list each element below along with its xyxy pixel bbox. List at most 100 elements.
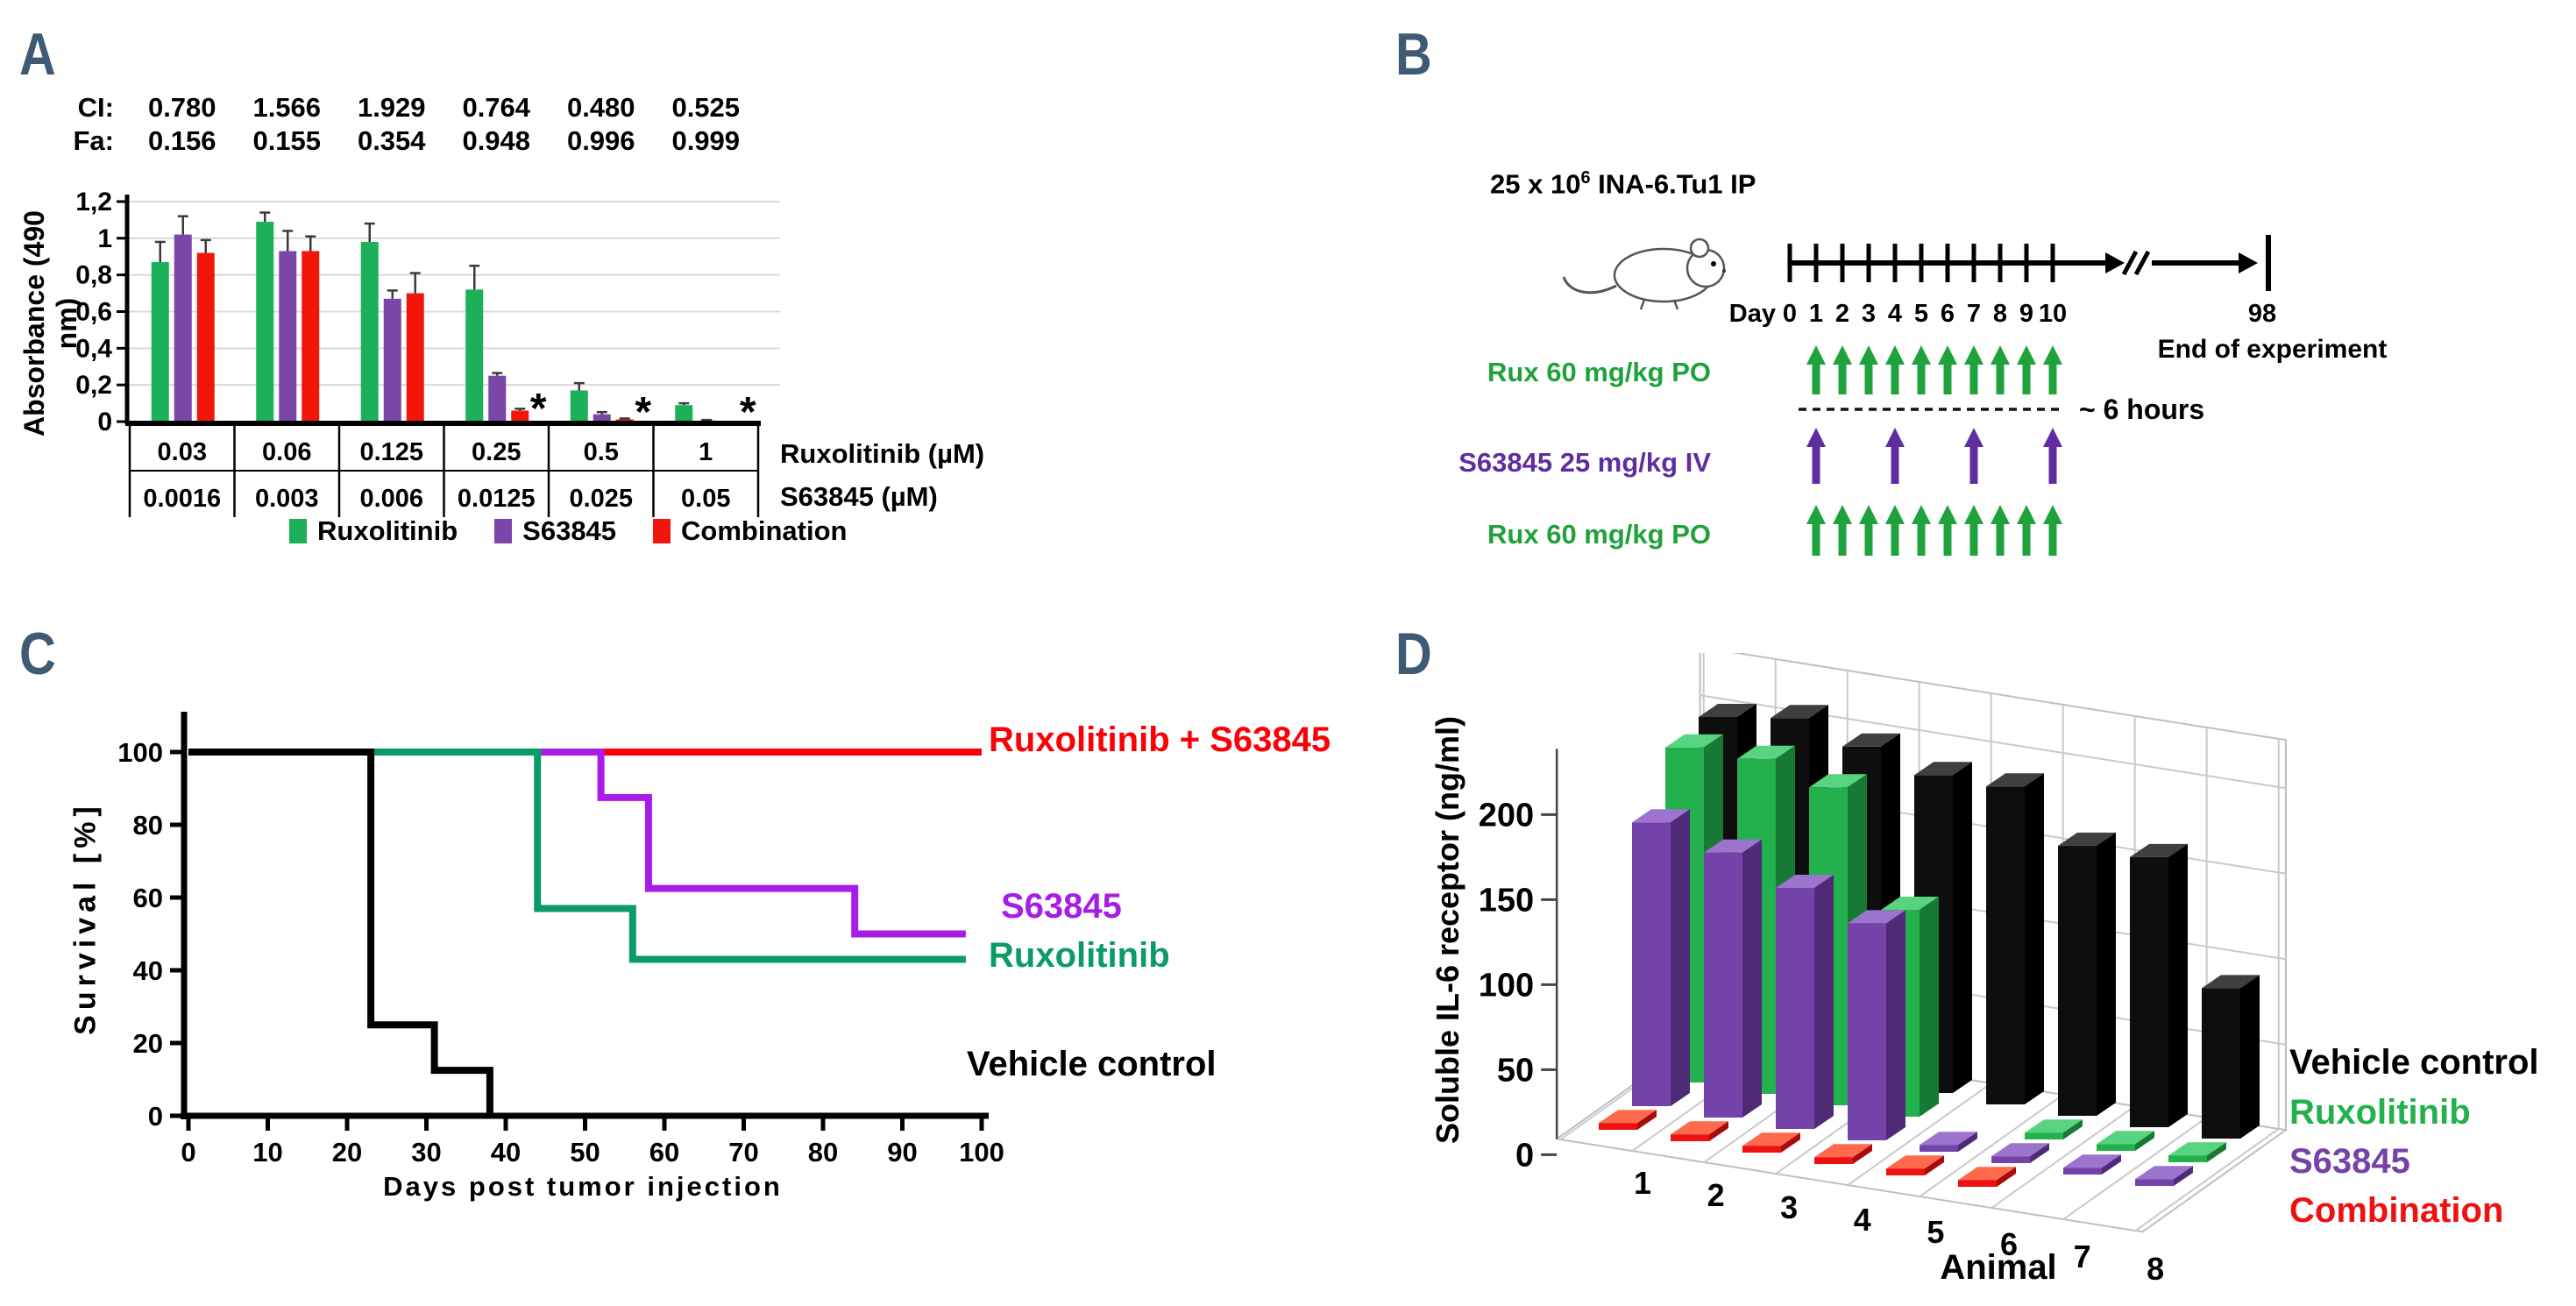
bar3d-ruxolitinib-side [2135,1131,2154,1151]
bar3d-s63845 [1848,923,1886,1140]
ruxolitinib-concentration: 1 [699,438,713,466]
panel-d-3d-chart-svg: 0 50 100 150 200 1 2 3 4 5 6 7 8 [1479,653,2289,1287]
rux-dose-arrow-icon [1991,345,2010,394]
rux-dose-arrow-icon [2017,345,2036,394]
day-number: 10 [2039,300,2067,328]
bar3d-combination [1886,1168,1925,1175]
rux-dose-arrow-icon [1806,505,1826,556]
animal-number-label: 1 [1634,1165,1651,1201]
animal-number-label: 7 [2074,1239,2091,1274]
mouse-tail [1562,276,1617,295]
ci-value: 0.525 [671,92,740,123]
ruxolitinib-concentration: 0.03 [158,438,207,466]
cells-count: 25 x 10 [1490,168,1581,200]
fa-value: 0.354 [358,125,426,156]
y-tick-label: 20 [133,1028,163,1059]
ruxolitinib-concentration: 0.5 [584,438,619,466]
s63845-concentration: 0.006 [359,485,423,513]
rux-dose-arrow-icon [1938,345,1957,394]
significance-star: * [530,386,547,432]
bar-combination [511,410,529,422]
x-tick-label: 100 [959,1137,1004,1168]
rux-dose-arrow-icon [1859,505,1878,556]
legend-item-combination: Combination [653,515,847,547]
y-tick-label: 60 [133,883,163,913]
floor-gridline [1847,1082,1992,1186]
day-number: 0 [1783,300,1797,328]
survival-curve-vehicle-control [188,749,493,1116]
curve-label-combination: Ruxolitinib + S63845 [989,720,1331,759]
bar3d-vehicle-control-side [1953,762,1972,1093]
bar3d-vehicle-control-side [2097,832,2116,1116]
day-axis-label: Day [1729,300,1776,328]
panel-a-row2-unit-label: S63845 (µM) [780,481,938,512]
bar3d-ruxolitinib-side [1920,897,1939,1117]
rux-dose-arrow-icon [1964,345,1983,394]
bar3d-vehicle-control [2130,856,2168,1127]
s63845-concentration: 0.003 [255,485,319,513]
panel-a-letter: A [19,21,56,88]
panel-b-six-hours-note: ~ 6 hours [2079,394,2205,425]
bar-ruxolitinib [360,241,379,422]
animal-number-label: 8 [2147,1251,2164,1287]
significance-star: * [740,389,756,436]
bar3d-combination-side [1925,1155,1944,1175]
ruxolitinib-concentration: 0.125 [359,438,423,466]
animal-number-label: 6 [2000,1226,2018,1262]
y-tick-label: 1 [97,224,112,253]
bar3d-s63845 [2063,1168,2102,1175]
rux-dose-arrow-icon [1859,345,1878,394]
s63845-concentration: 0.05 [681,485,730,513]
rux-dose-arrow-icon [1964,505,1983,556]
fa-value: 0.996 [567,125,635,156]
x-tick-label: 0 [181,1137,195,1168]
ci-value: 0.764 [462,92,530,123]
ci-value: 1.929 [358,92,426,123]
s63845-dose-arrow-icon [1806,428,1826,484]
bar3d-ruxolitinib-top [1881,897,1939,911]
bar3d-ruxolitinib-side [2207,1142,2226,1162]
bar3d-s63845 [1991,1156,2030,1163]
mouse-nose [1722,269,1726,273]
bar3d-s63845-side [1958,1132,1977,1152]
y-tick-label: 0,2 [75,371,112,400]
x-tick-label: 30 [411,1137,441,1168]
combination-color-swatch-icon [653,519,671,543]
value-tick-label: 200 [1479,797,1534,834]
bar3d-s63845 [1632,822,1671,1106]
panel-c-x-axis-label: Days post tumor injection [383,1171,783,1202]
y-tick-label: 0 [148,1101,163,1132]
bar3d-vehicle-control [1986,786,2025,1104]
bar3d-s63845-side [1742,839,1762,1118]
fa-value: 0.948 [462,125,530,156]
y-tick-label: 0,6 [75,297,112,326]
end-day-number: 98 [2248,300,2276,328]
fa-value: 0.155 [252,125,321,156]
rux-dose-arrow-icon [1885,505,1905,556]
rux-dose-arrow-icon [2043,505,2062,556]
panel-b-rux-po-label-2: Rux 60 mg/kg PO [1487,519,1711,550]
bar-ruxolitinib [256,221,274,422]
bar3d-ruxolitinib [2025,1132,2063,1139]
panel-c-y-axis-label: Survival [%] [68,801,103,1035]
day-number: 6 [1941,300,1955,328]
bar-s63845 [488,375,507,422]
rux-dose-arrow-icon [1833,505,1852,556]
day-number: 1 [1809,300,1823,328]
x-tick-label: 40 [491,1137,521,1168]
x-tick-label: 50 [570,1137,600,1168]
floor-gridline [2062,1117,2208,1220]
rux-dose-arrow-icon [2043,345,2062,394]
fa-row-label: Fa: [74,125,115,156]
panel-d-x-axis-label: Animal [1940,1248,2057,1287]
ci-row-label: CI: [78,92,114,123]
rux-dose-arrow-icon [1833,345,1852,394]
cells-line: INA-6.Tu1 IP [1590,168,1756,200]
curve-label-vehicle-control: Vehicle control [967,1045,1217,1083]
legend-label: Combination [681,515,848,546]
ruxolitinib-concentration: 0.06 [262,438,311,466]
bar3d-combination-side [1781,1132,1800,1153]
rux-dose-arrow-icon [2017,505,2036,556]
bar-s63845 [593,414,611,422]
